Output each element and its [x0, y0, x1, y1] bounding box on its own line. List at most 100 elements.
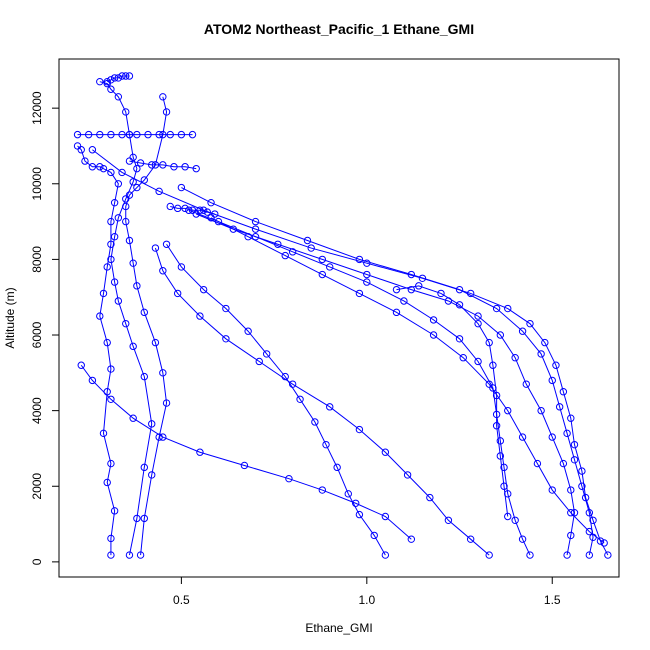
data-point [118, 168, 126, 177]
data-point [485, 338, 493, 347]
y-axis: 0 2000 4000 6000 8000 10000 12000 [30, 91, 60, 565]
series-line [181, 187, 594, 556]
data-point [177, 183, 186, 192]
data-point [110, 507, 119, 515]
data-point [355, 510, 364, 519]
data-point [107, 85, 115, 93]
data-point [107, 459, 115, 468]
data-point [407, 535, 416, 543]
data-point [140, 463, 149, 472]
data-point [255, 357, 263, 366]
x-tick-label: 1.5 [544, 593, 561, 607]
data-point [518, 433, 527, 441]
data-point [196, 206, 204, 214]
data-point [107, 395, 115, 403]
data-point [159, 93, 167, 101]
data-point [88, 376, 97, 385]
data-point [585, 527, 594, 536]
data-point [103, 263, 111, 271]
data-point [133, 130, 141, 139]
series-line [170, 205, 215, 215]
data-point [122, 319, 130, 328]
data-point [288, 248, 297, 256]
data-point [140, 308, 149, 317]
data-point [251, 217, 260, 226]
x-axis: 0.5 1.0 1.5 [173, 576, 561, 607]
data-point [177, 130, 186, 139]
series-line [99, 81, 153, 556]
data-point [496, 331, 505, 339]
series-4 [162, 240, 390, 559]
data-point [585, 551, 594, 559]
data-point [403, 471, 412, 479]
data-point [77, 361, 85, 369]
y-tick-label: 2000 [30, 473, 44, 500]
data-point [492, 304, 501, 313]
data-point [166, 202, 174, 211]
series-line [166, 243, 386, 556]
data-point [526, 551, 534, 559]
y-tick-label: 8000 [30, 246, 44, 273]
data-point [288, 380, 297, 388]
data-point [604, 551, 612, 559]
data-point [103, 77, 111, 86]
data-point [455, 335, 464, 343]
data-point [140, 514, 149, 523]
data-point [381, 448, 390, 456]
series-15 [166, 202, 219, 218]
data-point [526, 319, 534, 328]
data-point [177, 263, 186, 271]
data-point [489, 361, 497, 369]
data-point [307, 244, 315, 252]
data-point [492, 422, 501, 430]
data-point [107, 130, 115, 139]
data-point [563, 551, 571, 559]
data-point [99, 164, 108, 173]
data-point [103, 79, 111, 88]
data-point [392, 285, 401, 294]
data-point [122, 195, 130, 203]
data-point [114, 74, 123, 82]
data-point [351, 499, 360, 507]
data-point [474, 357, 482, 366]
data-point [355, 289, 364, 298]
data-point [537, 406, 545, 415]
series-line [154, 247, 490, 556]
series-14 [103, 72, 134, 86]
data-point [159, 161, 167, 169]
data-point [251, 233, 260, 241]
data-point [110, 198, 119, 207]
data-point [170, 163, 178, 171]
chart-title: ATOM2 Northeast_Pacific_1 Ethane_GMI [204, 21, 474, 37]
data-point [426, 493, 434, 502]
series-0 [73, 142, 123, 559]
series-line [92, 149, 609, 556]
data-point [129, 342, 137, 351]
data-point [548, 433, 556, 441]
data-point [485, 551, 493, 559]
data-point [133, 183, 141, 192]
y-tick-label: 4000 [30, 397, 44, 424]
data-point [140, 372, 149, 381]
data-point [96, 77, 104, 86]
data-point [136, 159, 145, 167]
data-point [474, 312, 482, 320]
data-point [125, 191, 134, 199]
data-point [303, 236, 312, 245]
data-point [222, 335, 230, 343]
data-point [563, 429, 571, 438]
data-point [99, 289, 108, 298]
data-point [148, 420, 156, 428]
data-point [589, 516, 597, 524]
data-point [129, 178, 137, 186]
data-point [73, 130, 82, 139]
data-point [437, 289, 445, 298]
data-point [251, 225, 260, 233]
data-point [570, 456, 579, 464]
data-point [207, 198, 215, 207]
data-point [192, 164, 200, 173]
data-point [504, 406, 512, 415]
data-point [559, 388, 568, 396]
data-point [107, 551, 115, 559]
